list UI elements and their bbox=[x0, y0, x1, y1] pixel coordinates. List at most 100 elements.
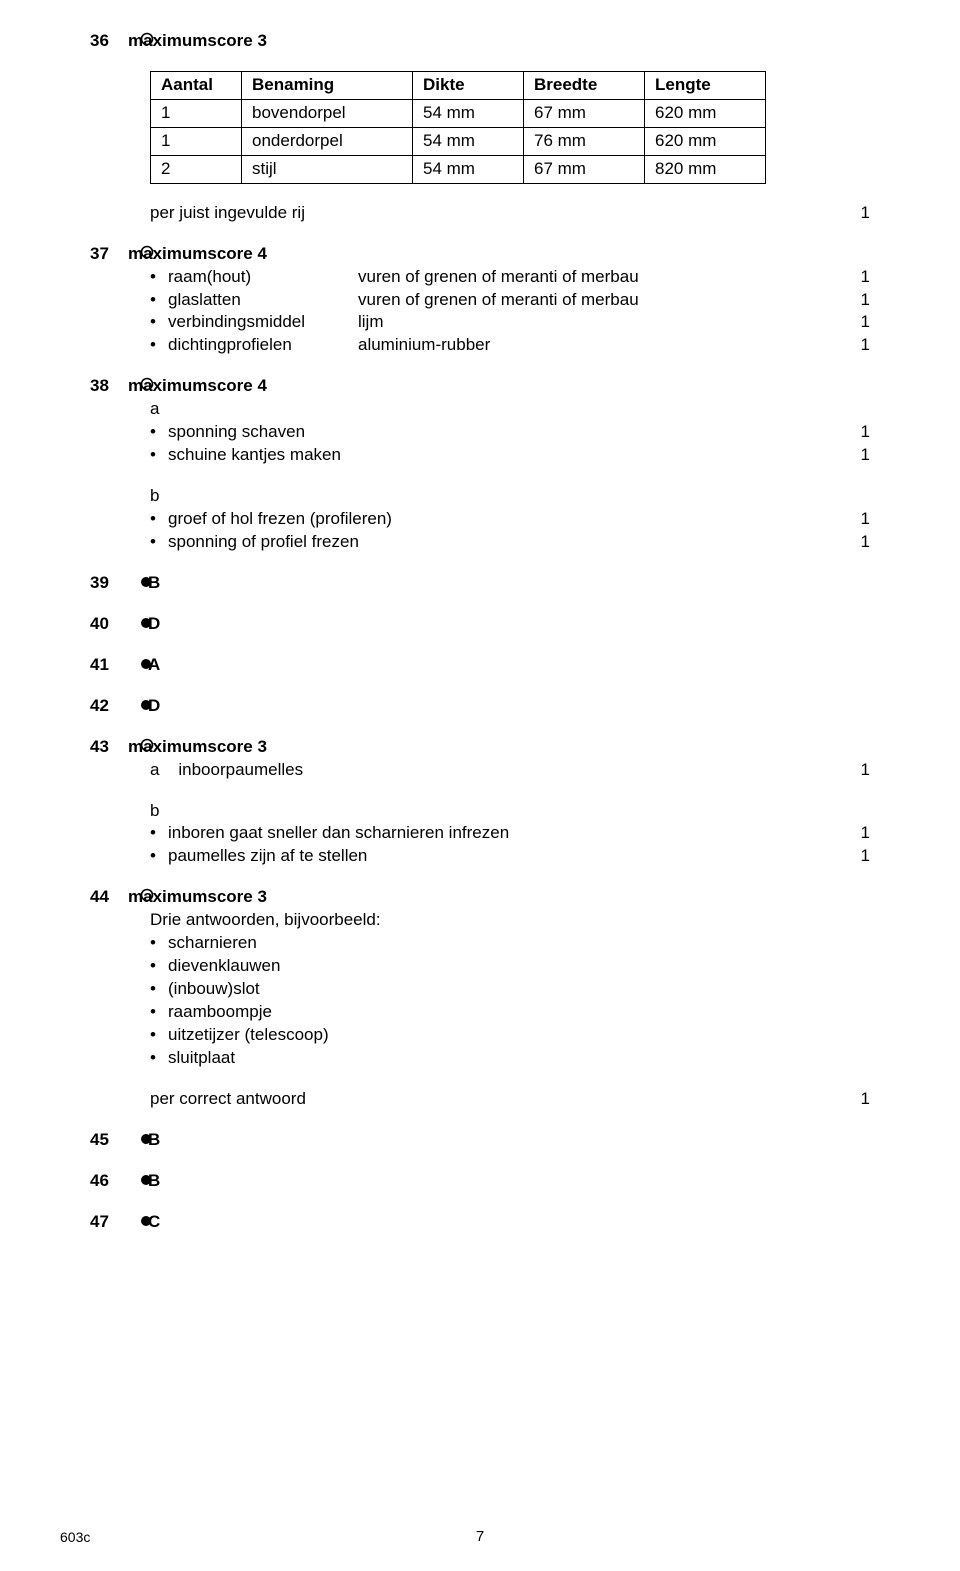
table-cell: 1 bbox=[151, 99, 242, 127]
bullet-dot: • bbox=[150, 978, 168, 1001]
table-cell: stijl bbox=[242, 155, 413, 183]
closed-marker-icon bbox=[140, 576, 158, 588]
q36-header: 36 maximumscore 3 bbox=[90, 30, 870, 53]
bullet-row: •uitzetijzer (telescoop) bbox=[150, 1024, 870, 1047]
bullet-row: •sluitplaat bbox=[150, 1047, 870, 1070]
q36-per-row: per juist ingevulde rij 1 bbox=[150, 202, 870, 225]
table-cell: 620 mm bbox=[645, 99, 766, 127]
table-cell: bovendorpel bbox=[242, 99, 413, 127]
bullet-points: 1 bbox=[840, 845, 870, 868]
q-number: 42 bbox=[90, 695, 128, 718]
q41: 41 A bbox=[90, 654, 870, 677]
pair-value: lijm bbox=[358, 311, 840, 334]
q42: 42 D bbox=[90, 695, 870, 718]
pair-label: raam(hout) bbox=[168, 266, 358, 289]
table-cell: 54 mm bbox=[413, 99, 524, 127]
q38-header: 38 maximumscore 4 bbox=[90, 375, 870, 398]
pair-points: 1 bbox=[840, 266, 870, 289]
bullet-row: •paumelles zijn af te stellen1 bbox=[150, 845, 870, 868]
pair-row: •raam(hout)vuren of grenen of meranti of… bbox=[150, 266, 870, 289]
q38-b-items: •groef of hol frezen (profileren)1•sponn… bbox=[150, 508, 870, 554]
table-cell: 54 mm bbox=[413, 127, 524, 155]
q44-items: •scharnieren•dievenklauwen•(inbouw)slot•… bbox=[150, 932, 870, 1070]
q-number: 40 bbox=[90, 613, 128, 636]
closed-marker-icon bbox=[140, 1215, 158, 1227]
bullet-text: sponning schaven bbox=[168, 421, 840, 444]
table-cell: 820 mm bbox=[645, 155, 766, 183]
bullet-row: •raamboompje bbox=[150, 1001, 870, 1024]
q39: 39 B bbox=[90, 572, 870, 595]
bullet-text: inboren gaat sneller dan scharnieren inf… bbox=[168, 822, 840, 845]
pair-value: aluminium-rubber bbox=[358, 334, 840, 357]
closed-marker-icon bbox=[140, 699, 158, 711]
q36-table: AantalBenamingDikteBreedteLengte 1bovend… bbox=[150, 71, 766, 184]
q43-a: a inboorpaumelles 1 bbox=[150, 759, 870, 782]
bullet-row: •sponning of profiel frezen1 bbox=[150, 531, 870, 554]
table-header: Breedte bbox=[524, 71, 645, 99]
open-marker-icon bbox=[140, 245, 158, 259]
table-header: Benaming bbox=[242, 71, 413, 99]
q45: 45 B bbox=[90, 1129, 870, 1152]
closed-marker-icon bbox=[140, 1133, 158, 1145]
pair-value: vuren of grenen of meranti of merbau bbox=[358, 266, 840, 289]
pair-row: •verbindingsmiddellijm1 bbox=[150, 311, 870, 334]
q-number: 38 bbox=[90, 375, 128, 398]
per-answer-pts: 1 bbox=[840, 1088, 870, 1111]
q44-per-answer: per correct antwoord 1 bbox=[150, 1088, 870, 1111]
q-number: 41 bbox=[90, 654, 128, 677]
table-cell: 67 mm bbox=[524, 99, 645, 127]
bullet-dot: • bbox=[150, 289, 168, 312]
bullet-text: scharnieren bbox=[168, 932, 870, 955]
pair-row: •glaslattenvuren of grenen of meranti of… bbox=[150, 289, 870, 312]
bullet-points: 1 bbox=[840, 822, 870, 845]
bullet-dot: • bbox=[150, 444, 168, 467]
per-row-points: 1 bbox=[840, 202, 870, 225]
table-cell: 2 bbox=[151, 155, 242, 183]
bullet-dot: • bbox=[150, 311, 168, 334]
pair-points: 1 bbox=[840, 289, 870, 312]
bullet-text: paumelles zijn af te stellen bbox=[168, 845, 840, 868]
q-number: 43 bbox=[90, 736, 128, 759]
q37-header: 37 maximumscore 4 bbox=[90, 243, 870, 266]
table-cell: onderdorpel bbox=[242, 127, 413, 155]
q-number: 47 bbox=[90, 1211, 128, 1234]
bullet-row: •schuine kantjes maken1 bbox=[150, 444, 870, 467]
q-number: 37 bbox=[90, 243, 128, 266]
bullet-dot: • bbox=[150, 1047, 168, 1070]
table-cell: 1 bbox=[151, 127, 242, 155]
q38-b-label: b bbox=[150, 485, 870, 508]
table-row: 1onderdorpel54 mm76 mm620 mm bbox=[151, 127, 766, 155]
table-row: 1bovendorpel54 mm67 mm620 mm bbox=[151, 99, 766, 127]
pair-label: verbindingsmiddel bbox=[168, 311, 358, 334]
bullet-row: •scharnieren bbox=[150, 932, 870, 955]
q-number: 46 bbox=[90, 1170, 128, 1193]
bullet-points: 1 bbox=[840, 531, 870, 554]
q-number: 45 bbox=[90, 1129, 128, 1152]
bullet-dot: • bbox=[150, 932, 168, 955]
q37-items: •raam(hout)vuren of grenen of meranti of… bbox=[150, 266, 870, 358]
open-marker-icon bbox=[140, 888, 158, 902]
bullet-dot: • bbox=[150, 334, 168, 357]
bullet-text: groef of hol frezen (profileren) bbox=[168, 508, 840, 531]
bullet-dot: • bbox=[150, 822, 168, 845]
bullet-points: 1 bbox=[840, 421, 870, 444]
pair-row: •dichtingprofielenaluminium-rubber1 bbox=[150, 334, 870, 357]
bullet-dot: • bbox=[150, 1024, 168, 1047]
pair-points: 1 bbox=[840, 311, 870, 334]
q44-intro: Drie antwoorden, bijvoorbeeld: bbox=[150, 909, 870, 932]
bullet-dot: • bbox=[150, 531, 168, 554]
q46: 46 B bbox=[90, 1170, 870, 1193]
q43-b-items: •inboren gaat sneller dan scharnieren in… bbox=[150, 822, 870, 868]
q43-a-pts: 1 bbox=[840, 759, 870, 782]
bullet-dot: • bbox=[150, 845, 168, 868]
bullet-row: •(inbouw)slot bbox=[150, 978, 870, 1001]
bullet-text: uitzetijzer (telescoop) bbox=[168, 1024, 870, 1047]
footer-page: 7 bbox=[0, 1527, 960, 1547]
bullet-text: dievenklauwen bbox=[168, 955, 870, 978]
q43-a-text: inboorpaumelles bbox=[178, 760, 303, 779]
closed-marker-icon bbox=[140, 658, 158, 670]
table-header: Lengte bbox=[645, 71, 766, 99]
bullet-points: 1 bbox=[840, 508, 870, 531]
bullet-dot: • bbox=[150, 955, 168, 978]
bullet-dot: • bbox=[150, 266, 168, 289]
